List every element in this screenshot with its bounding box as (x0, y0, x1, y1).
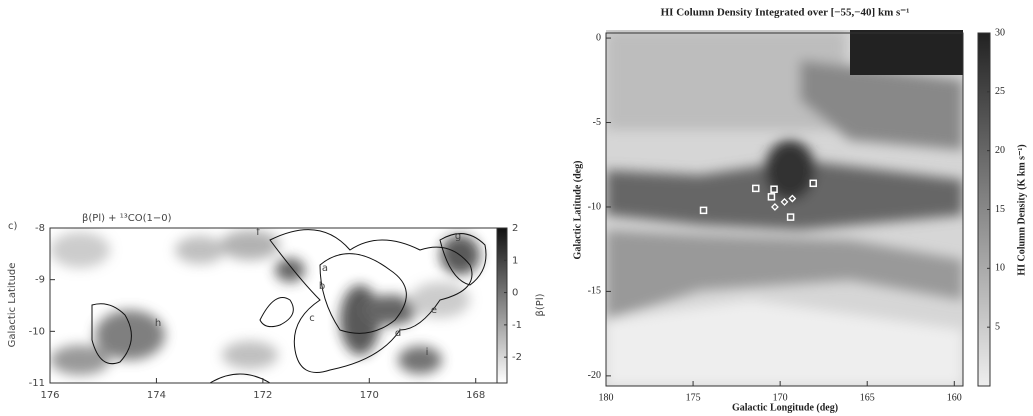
y-tick-label: -8 (35, 223, 45, 234)
x-tick-label: 172 (253, 390, 272, 401)
y-axis-label: Galactic Latitude (deg) (572, 161, 583, 260)
square-marker (699, 206, 708, 215)
y-tick-label: -9 (35, 275, 45, 286)
colorbar-tick-label: 25 (995, 86, 1005, 97)
region-label: h (155, 318, 161, 329)
colorbar-label: HI Column Density (K km s⁻¹) (1016, 144, 1027, 275)
colorbar-tick-label: 10 (995, 263, 1005, 274)
x-tick-label: 176 (40, 390, 59, 401)
region-label: c (309, 313, 315, 324)
colorbar-tick-label: -2 (512, 352, 522, 363)
heatmap-image (606, 30, 963, 386)
colorbar-tick-label: 5 (995, 321, 1000, 332)
x-tick-label: 174 (147, 390, 166, 401)
colorbar-tick-label: -1 (512, 320, 522, 331)
colorbar-tick-label: 1 (512, 255, 518, 266)
region-label: b (319, 281, 325, 292)
diamond-marker (780, 197, 789, 206)
heatmap-image (50, 228, 497, 383)
region-label: f (256, 227, 260, 238)
plot-frame (605, 32, 964, 387)
x-axis-label: Galactic Longitude (deg) (732, 402, 838, 413)
x-tick-label: 175 (686, 392, 701, 403)
square-marker (809, 179, 817, 188)
colorbar-tick-label: 15 (995, 204, 1005, 215)
square-marker (770, 185, 778, 193)
colorbar-tick-label: 0 (512, 288, 518, 299)
region-label: g (455, 231, 461, 242)
y-tick-label: -10 (29, 326, 45, 337)
panel-left: c) β(Pl) + ¹³CO(1−0) Galactic Latitude β… (7, 213, 546, 401)
region-label: e (431, 305, 437, 316)
x-tick-label: 168 (466, 390, 485, 401)
region-label: i (426, 347, 429, 358)
y-tick-label: -15 (588, 286, 601, 297)
panel-right: HI Column Density Integrated over [−55,−… (572, 7, 1027, 414)
y-tick-label: -11 (29, 378, 45, 389)
colorbar-tick-label: 20 (995, 145, 1005, 156)
colorbar-tick-label: 2 (512, 223, 518, 234)
x-tick-label: 170 (773, 392, 788, 403)
y-axis-label: Galactic Latitude (7, 263, 18, 348)
square-marker (752, 184, 760, 193)
colorbar-tick-label: 30 (995, 27, 1005, 38)
square-marker (767, 193, 776, 201)
colorbar (496, 227, 508, 384)
y-tick-label: -10 (588, 201, 601, 212)
colorbar-label: β(Pl) (535, 293, 546, 316)
diamond-marker (771, 203, 779, 211)
x-tick-label: 170 (360, 390, 379, 401)
y-tick-label: -20 (588, 370, 601, 381)
panel-label: c) (8, 221, 17, 232)
region-label: a (322, 263, 328, 274)
x-tick-label: 160 (947, 392, 962, 403)
x-tick-label: 180 (599, 392, 614, 403)
region-label: d (395, 328, 401, 339)
chart-title: β(Pl) + ¹³CO(1−0) (82, 213, 172, 224)
y-tick-label: 0 (596, 32, 601, 43)
x-tick-label: 165 (860, 392, 875, 403)
diamond-marker (788, 194, 797, 203)
y-tick-label: -5 (593, 117, 601, 128)
square-marker (786, 213, 795, 221)
chart-title: HI Column Density Integrated over [−55,−… (661, 7, 910, 19)
